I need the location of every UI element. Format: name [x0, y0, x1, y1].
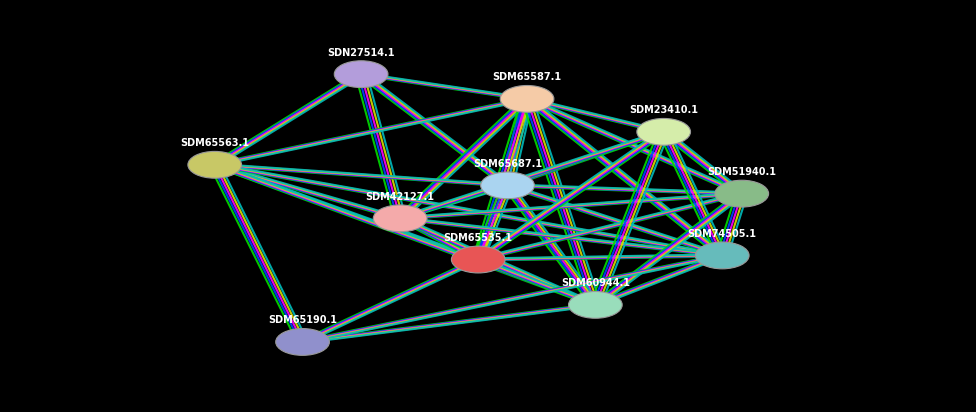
Text: SDM65687.1: SDM65687.1 — [473, 159, 542, 169]
Ellipse shape — [695, 242, 750, 269]
Text: SDM65535.1: SDM65535.1 — [444, 233, 512, 243]
Text: SDM74505.1: SDM74505.1 — [688, 229, 756, 239]
Ellipse shape — [334, 61, 388, 88]
Ellipse shape — [452, 246, 506, 273]
Ellipse shape — [637, 119, 691, 145]
Text: SDN27514.1: SDN27514.1 — [327, 47, 395, 58]
Text: SDM65587.1: SDM65587.1 — [493, 72, 561, 82]
Ellipse shape — [276, 329, 329, 355]
Ellipse shape — [481, 172, 535, 199]
Ellipse shape — [501, 86, 554, 112]
Text: SDM65190.1: SDM65190.1 — [268, 315, 337, 325]
Text: SDM51940.1: SDM51940.1 — [708, 167, 776, 177]
Text: SDM60944.1: SDM60944.1 — [561, 278, 630, 288]
Ellipse shape — [568, 292, 623, 318]
Ellipse shape — [714, 180, 769, 207]
Ellipse shape — [373, 205, 427, 232]
Text: SDM23410.1: SDM23410.1 — [630, 105, 698, 115]
Text: SDM65563.1: SDM65563.1 — [181, 138, 249, 148]
Ellipse shape — [187, 152, 242, 178]
Text: SDM42127.1: SDM42127.1 — [366, 192, 434, 202]
